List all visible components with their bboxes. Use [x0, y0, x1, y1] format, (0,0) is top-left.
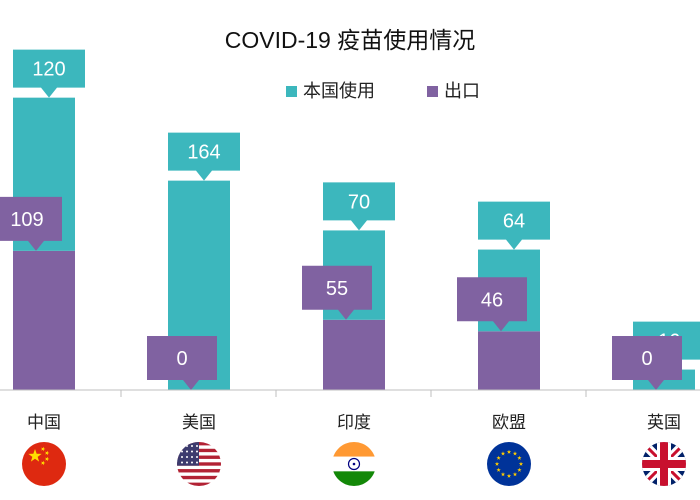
uk-flag	[642, 442, 686, 486]
chart-title: COVID-19 疫苗使用情况	[225, 27, 475, 53]
legend-label-domestic: 本国使用	[303, 81, 375, 101]
x-tick-label-4: 英国	[647, 413, 681, 432]
data-label-export-2: 55	[302, 265, 372, 320]
bar-export-2	[323, 319, 385, 390]
data-label-export-3: 46	[457, 277, 527, 332]
data-label-domestic-2-box	[323, 182, 395, 231]
flags-layer	[22, 442, 686, 486]
data-label-domestic-0-box	[13, 49, 85, 98]
x-axis: 中国 美国 印度 欧盟 英国	[0, 389, 700, 432]
data-label-export-1-text: 0	[176, 348, 187, 370]
x-tick-label-1: 美国	[182, 413, 216, 432]
data-label-domestic-1-box	[168, 132, 240, 181]
data-label-export-4-box	[612, 336, 682, 390]
data-labels-layer: 120109164070556446160	[0, 49, 700, 390]
us-flag	[177, 442, 221, 486]
data-label-domestic-3: 64	[478, 201, 550, 250]
legend: 本国使用 出口	[286, 81, 480, 101]
eu-flag	[487, 442, 531, 486]
india-flag	[332, 442, 376, 486]
data-label-export-3-box	[457, 277, 527, 332]
data-label-export-1-box	[147, 336, 217, 390]
data-label-export-3-text: 46	[481, 289, 503, 311]
data-label-export-2-text: 55	[326, 278, 348, 300]
bars-layer	[13, 97, 695, 390]
data-label-domestic-0: 120	[13, 49, 85, 98]
bar-export-3	[478, 331, 540, 390]
data-label-export-4-text: 0	[641, 348, 652, 370]
data-label-domestic-3-box	[478, 201, 550, 250]
data-label-export-0: 109	[0, 196, 62, 251]
data-label-domestic-1-text: 164	[187, 142, 220, 164]
data-label-export-0-text: 109	[10, 209, 43, 231]
legend-label-export: 出口	[444, 81, 480, 101]
x-tick-label-0: 中国	[27, 413, 61, 432]
data-label-export-2-box	[302, 265, 372, 320]
data-label-export-0-box	[0, 196, 62, 251]
x-tick-label-3: 欧盟	[492, 413, 526, 432]
bar-export-0	[13, 250, 75, 390]
data-label-export-1: 0	[147, 336, 217, 390]
china-flag	[22, 442, 66, 486]
data-label-domestic-2-text: 70	[348, 191, 370, 213]
data-label-export-4: 0	[612, 336, 682, 390]
data-label-domestic-3-text: 64	[503, 211, 525, 233]
x-tick-label-2: 印度	[337, 413, 371, 432]
legend-swatch-export	[427, 86, 438, 97]
data-label-domestic-0-text: 120	[32, 59, 65, 81]
legend-swatch-domestic	[286, 86, 297, 97]
data-label-domestic-1: 164	[168, 132, 240, 181]
data-label-domestic-2: 70	[323, 182, 395, 231]
